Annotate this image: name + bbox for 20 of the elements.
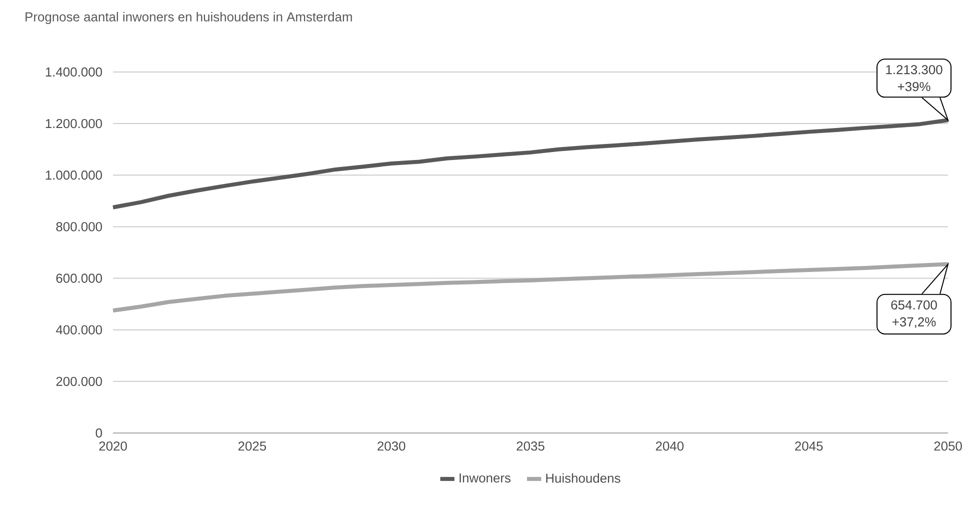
x-tick-label: 2025 [238, 441, 266, 451]
y-tick-label: 400.000 [56, 325, 102, 334]
annotation: 654.700 +37,2% [891, 300, 937, 328]
x-tick-label: 2040 [656, 441, 684, 451]
x-tick-label: 2035 [516, 441, 544, 451]
legend-label: Inwoners [460, 474, 511, 483]
y-tick-label: 800.000 [56, 222, 102, 232]
y-tick-label: 200.000 [56, 376, 102, 386]
x-tick-label: 2030 [378, 441, 406, 451]
x-tick-label: 2050 [934, 441, 962, 451]
x-tick-label: 2020 [99, 441, 127, 451]
chart-title: Prognose aantal inwoners en huishoudens in Amsterdam [26, 12, 352, 24]
y-tick-label: 0 [96, 428, 102, 438]
y-tick-label: 1.200.000 [46, 118, 102, 128]
annotation: 1.213.300 +39% [886, 65, 942, 92]
y-tick-label: 1.400.000 [46, 67, 102, 77]
y-tick-label: 600.000 [56, 274, 102, 283]
x-tick-label: 2045 [795, 441, 823, 451]
y-tick-label: 1.000.000 [46, 170, 102, 180]
legend-label: Huishoudens [546, 473, 620, 483]
